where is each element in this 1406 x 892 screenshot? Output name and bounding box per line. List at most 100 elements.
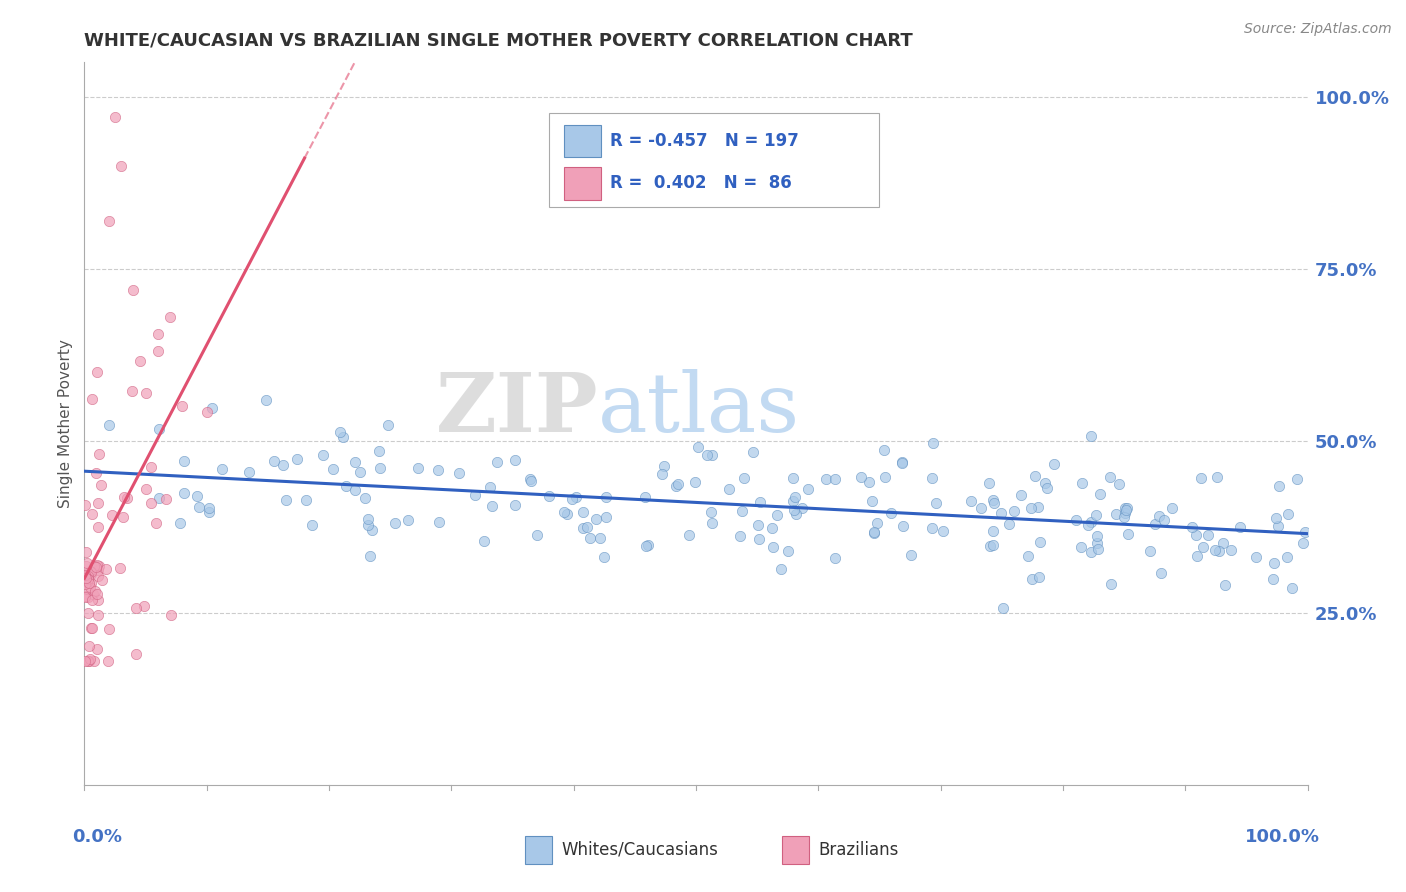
- Point: [634, 539, 657, 553]
- Point: [254, 392, 277, 407]
- Point: [377, 418, 399, 433]
- Point: [86, 558, 108, 572]
- Point: [84, 466, 107, 480]
- Point: [110, 159, 132, 173]
- Point: [75, 571, 97, 585]
- Point: [1114, 506, 1136, 520]
- Point: [132, 599, 155, 614]
- Bar: [564, 167, 600, 200]
- Point: [576, 520, 599, 534]
- Point: [651, 467, 673, 481]
- Point: [173, 454, 195, 468]
- Point: [1265, 511, 1288, 525]
- Point: [981, 493, 1004, 508]
- Point: [1161, 500, 1184, 515]
- Point: [159, 310, 181, 324]
- Point: [890, 456, 912, 470]
- Point: [873, 443, 896, 458]
- Point: [572, 505, 595, 519]
- Point: [263, 454, 285, 468]
- Point: [359, 549, 381, 563]
- Point: [91, 574, 114, 588]
- Point: [148, 491, 170, 505]
- Text: WHITE/CAUCASIAN VS BRAZILIAN SINGLE MOTHER POVERTY CORRELATION CHART: WHITE/CAUCASIAN VS BRAZILIAN SINGLE MOTH…: [84, 32, 912, 50]
- Point: [700, 516, 723, 530]
- Point: [1261, 572, 1284, 586]
- Point: [1197, 528, 1219, 542]
- Point: [1066, 513, 1088, 527]
- Point: [146, 327, 169, 342]
- Point: [1281, 582, 1303, 596]
- Point: [1028, 569, 1050, 583]
- Point: [634, 490, 657, 504]
- Point: [87, 520, 110, 534]
- Point: [75, 498, 97, 512]
- Point: [891, 455, 914, 469]
- Point: [983, 495, 1005, 509]
- Point: [1187, 549, 1209, 564]
- Point: [97, 654, 120, 668]
- Point: [100, 508, 122, 523]
- Point: [555, 508, 578, 522]
- Point: [1181, 520, 1204, 534]
- Point: [125, 600, 148, 615]
- Point: [83, 654, 105, 668]
- Point: [1229, 520, 1251, 534]
- Point: [112, 491, 135, 505]
- Point: [90, 478, 112, 492]
- Point: [75, 576, 97, 591]
- Bar: [564, 125, 600, 158]
- Point: [121, 384, 143, 399]
- Text: 0.0%: 0.0%: [72, 829, 122, 847]
- Point: [585, 512, 607, 526]
- Point: [875, 469, 897, 483]
- Point: [572, 521, 595, 535]
- Point: [1085, 529, 1108, 543]
- Point: [77, 607, 100, 621]
- Point: [1192, 540, 1215, 554]
- Point: [538, 489, 561, 503]
- Point: [824, 550, 846, 565]
- Point: [87, 592, 110, 607]
- Point: [80, 576, 103, 591]
- Point: [195, 405, 218, 419]
- Point: [866, 516, 889, 530]
- Point: [83, 583, 105, 598]
- Point: [86, 365, 108, 379]
- Point: [77, 572, 100, 586]
- Point: [76, 572, 98, 586]
- Point: [87, 563, 110, 577]
- Point: [748, 533, 770, 547]
- Point: [160, 608, 183, 623]
- Point: [1002, 504, 1025, 518]
- Point: [1208, 543, 1230, 558]
- Point: [858, 475, 880, 489]
- Point: [769, 562, 792, 576]
- Point: [1263, 556, 1285, 570]
- Point: [427, 463, 450, 477]
- Point: [665, 479, 688, 493]
- Point: [271, 458, 294, 472]
- Point: [1099, 577, 1122, 591]
- Point: [782, 471, 804, 485]
- Point: [77, 654, 100, 668]
- Point: [98, 622, 121, 636]
- Point: [762, 540, 785, 554]
- Text: 100.0%: 100.0%: [1244, 829, 1320, 847]
- Point: [1085, 508, 1108, 523]
- Text: R =  0.402   N =  86: R = 0.402 N = 86: [610, 175, 792, 193]
- Point: [1017, 549, 1039, 563]
- Point: [141, 460, 163, 475]
- Point: [1147, 508, 1170, 523]
- Point: [880, 506, 903, 520]
- Point: [742, 445, 765, 459]
- Point: [73, 589, 96, 603]
- Text: ZIP: ZIP: [436, 369, 598, 450]
- Point: [344, 483, 367, 497]
- Point: [79, 580, 101, 594]
- Point: [198, 505, 221, 519]
- Point: [503, 499, 526, 513]
- Point: [1277, 549, 1299, 564]
- Point: [87, 447, 110, 461]
- Point: [1087, 541, 1109, 556]
